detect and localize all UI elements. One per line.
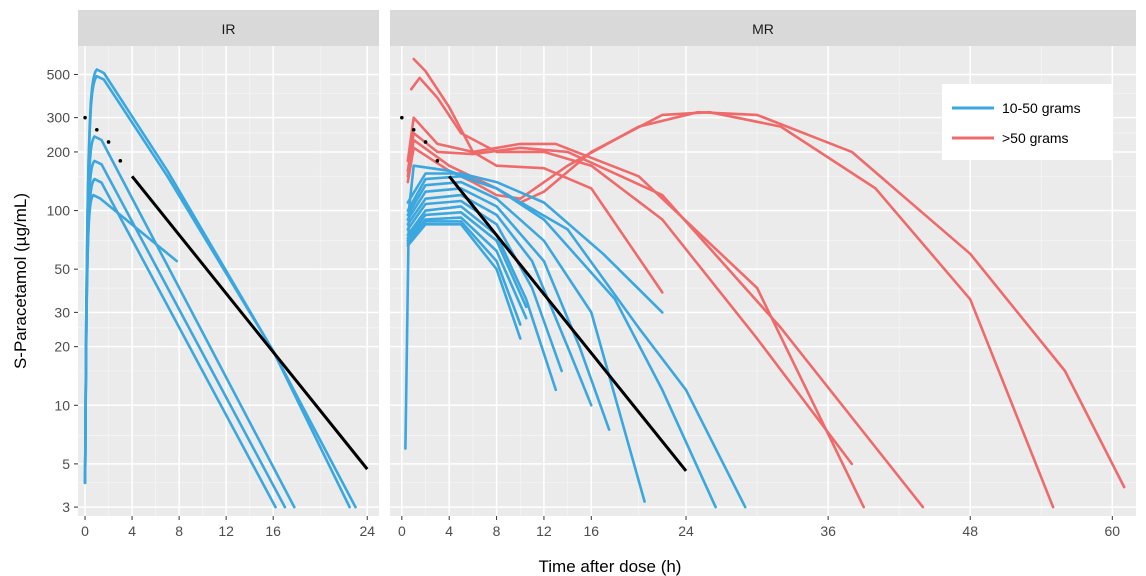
y-tick-label: 20 [54, 339, 70, 355]
legend: 10-50 grams >50 grams [942, 84, 1112, 160]
series-line [406, 193, 593, 407]
panel-ir-background [78, 46, 379, 516]
y-tick-label: 5 [62, 456, 70, 472]
y-tick-label: 50 [54, 261, 70, 277]
y-tick-label: 100 [47, 203, 71, 219]
x-tick-label: 12 [218, 523, 234, 539]
x-tick-label: 0 [81, 523, 89, 539]
x-tick-label: 16 [265, 523, 281, 539]
nomogram-line [448, 175, 688, 472]
strip-label-ir: IR [222, 21, 236, 37]
series-line [406, 180, 646, 503]
legend-label-small-dose: 10-50 grams [1002, 100, 1081, 116]
strip-mr [390, 10, 1136, 46]
nomogram-dot [106, 140, 111, 144]
series-line [412, 57, 664, 294]
series-line [410, 76, 854, 466]
series-line [406, 211, 528, 309]
y-tick-label: 3 [62, 499, 70, 515]
y-tick-label: 300 [47, 110, 71, 126]
y-tick-label: 500 [47, 66, 71, 82]
x-tick-label: 16 [584, 523, 600, 539]
series-line [406, 116, 865, 509]
x-tick-label: 8 [175, 523, 183, 539]
nomogram-dot [95, 127, 99, 132]
x-tick-label: 4 [445, 523, 453, 539]
x-tick-label: 48 [962, 523, 978, 539]
series-line [406, 187, 611, 431]
nomogram-dot [83, 115, 87, 120]
series-line [406, 223, 522, 340]
legend-box [942, 84, 1112, 160]
nomogram-line [130, 175, 369, 471]
series-line [406, 220, 522, 326]
tick-layer: 0 4 8 12 16 24 0 4 8 12 16 24 36 48 603510203050100200… [47, 66, 1121, 539]
x-tick-label: 24 [678, 523, 694, 539]
nomogram-dot [411, 127, 416, 132]
nomogram-dot [435, 159, 440, 163]
x-tick-label: 24 [359, 523, 375, 539]
series-line [406, 216, 528, 320]
x-axis-title: Time after dose (h) [539, 557, 682, 576]
y-axis-title: S-Paracetamol (µg/mL) [11, 193, 30, 369]
nomogram-dot [118, 159, 123, 163]
y-tick-label: 10 [54, 397, 70, 413]
y-tick-label: 30 [54, 304, 70, 320]
nomogram-layer [83, 115, 688, 472]
nomogram-dot [400, 115, 404, 120]
legend-label-large-dose: >50 grams [1002, 130, 1069, 146]
strip-ir [78, 10, 379, 46]
x-tick-label: 0 [398, 523, 406, 539]
x-tick-label: 36 [820, 523, 836, 539]
strip-label-mr: MR [752, 21, 774, 37]
grid-layer [78, 46, 1136, 516]
x-tick-label: 12 [536, 523, 552, 539]
x-tick-label: 4 [128, 523, 136, 539]
series-line [406, 131, 925, 509]
series-line [83, 193, 179, 485]
y-tick-label: 200 [47, 144, 71, 160]
series-layer [83, 57, 1126, 509]
series-line [406, 175, 717, 509]
x-tick-label: 8 [493, 523, 501, 539]
series-line [406, 205, 558, 392]
series-line [406, 172, 664, 314]
nomogram-dot [423, 140, 428, 144]
x-tick-label: 60 [1105, 523, 1121, 539]
